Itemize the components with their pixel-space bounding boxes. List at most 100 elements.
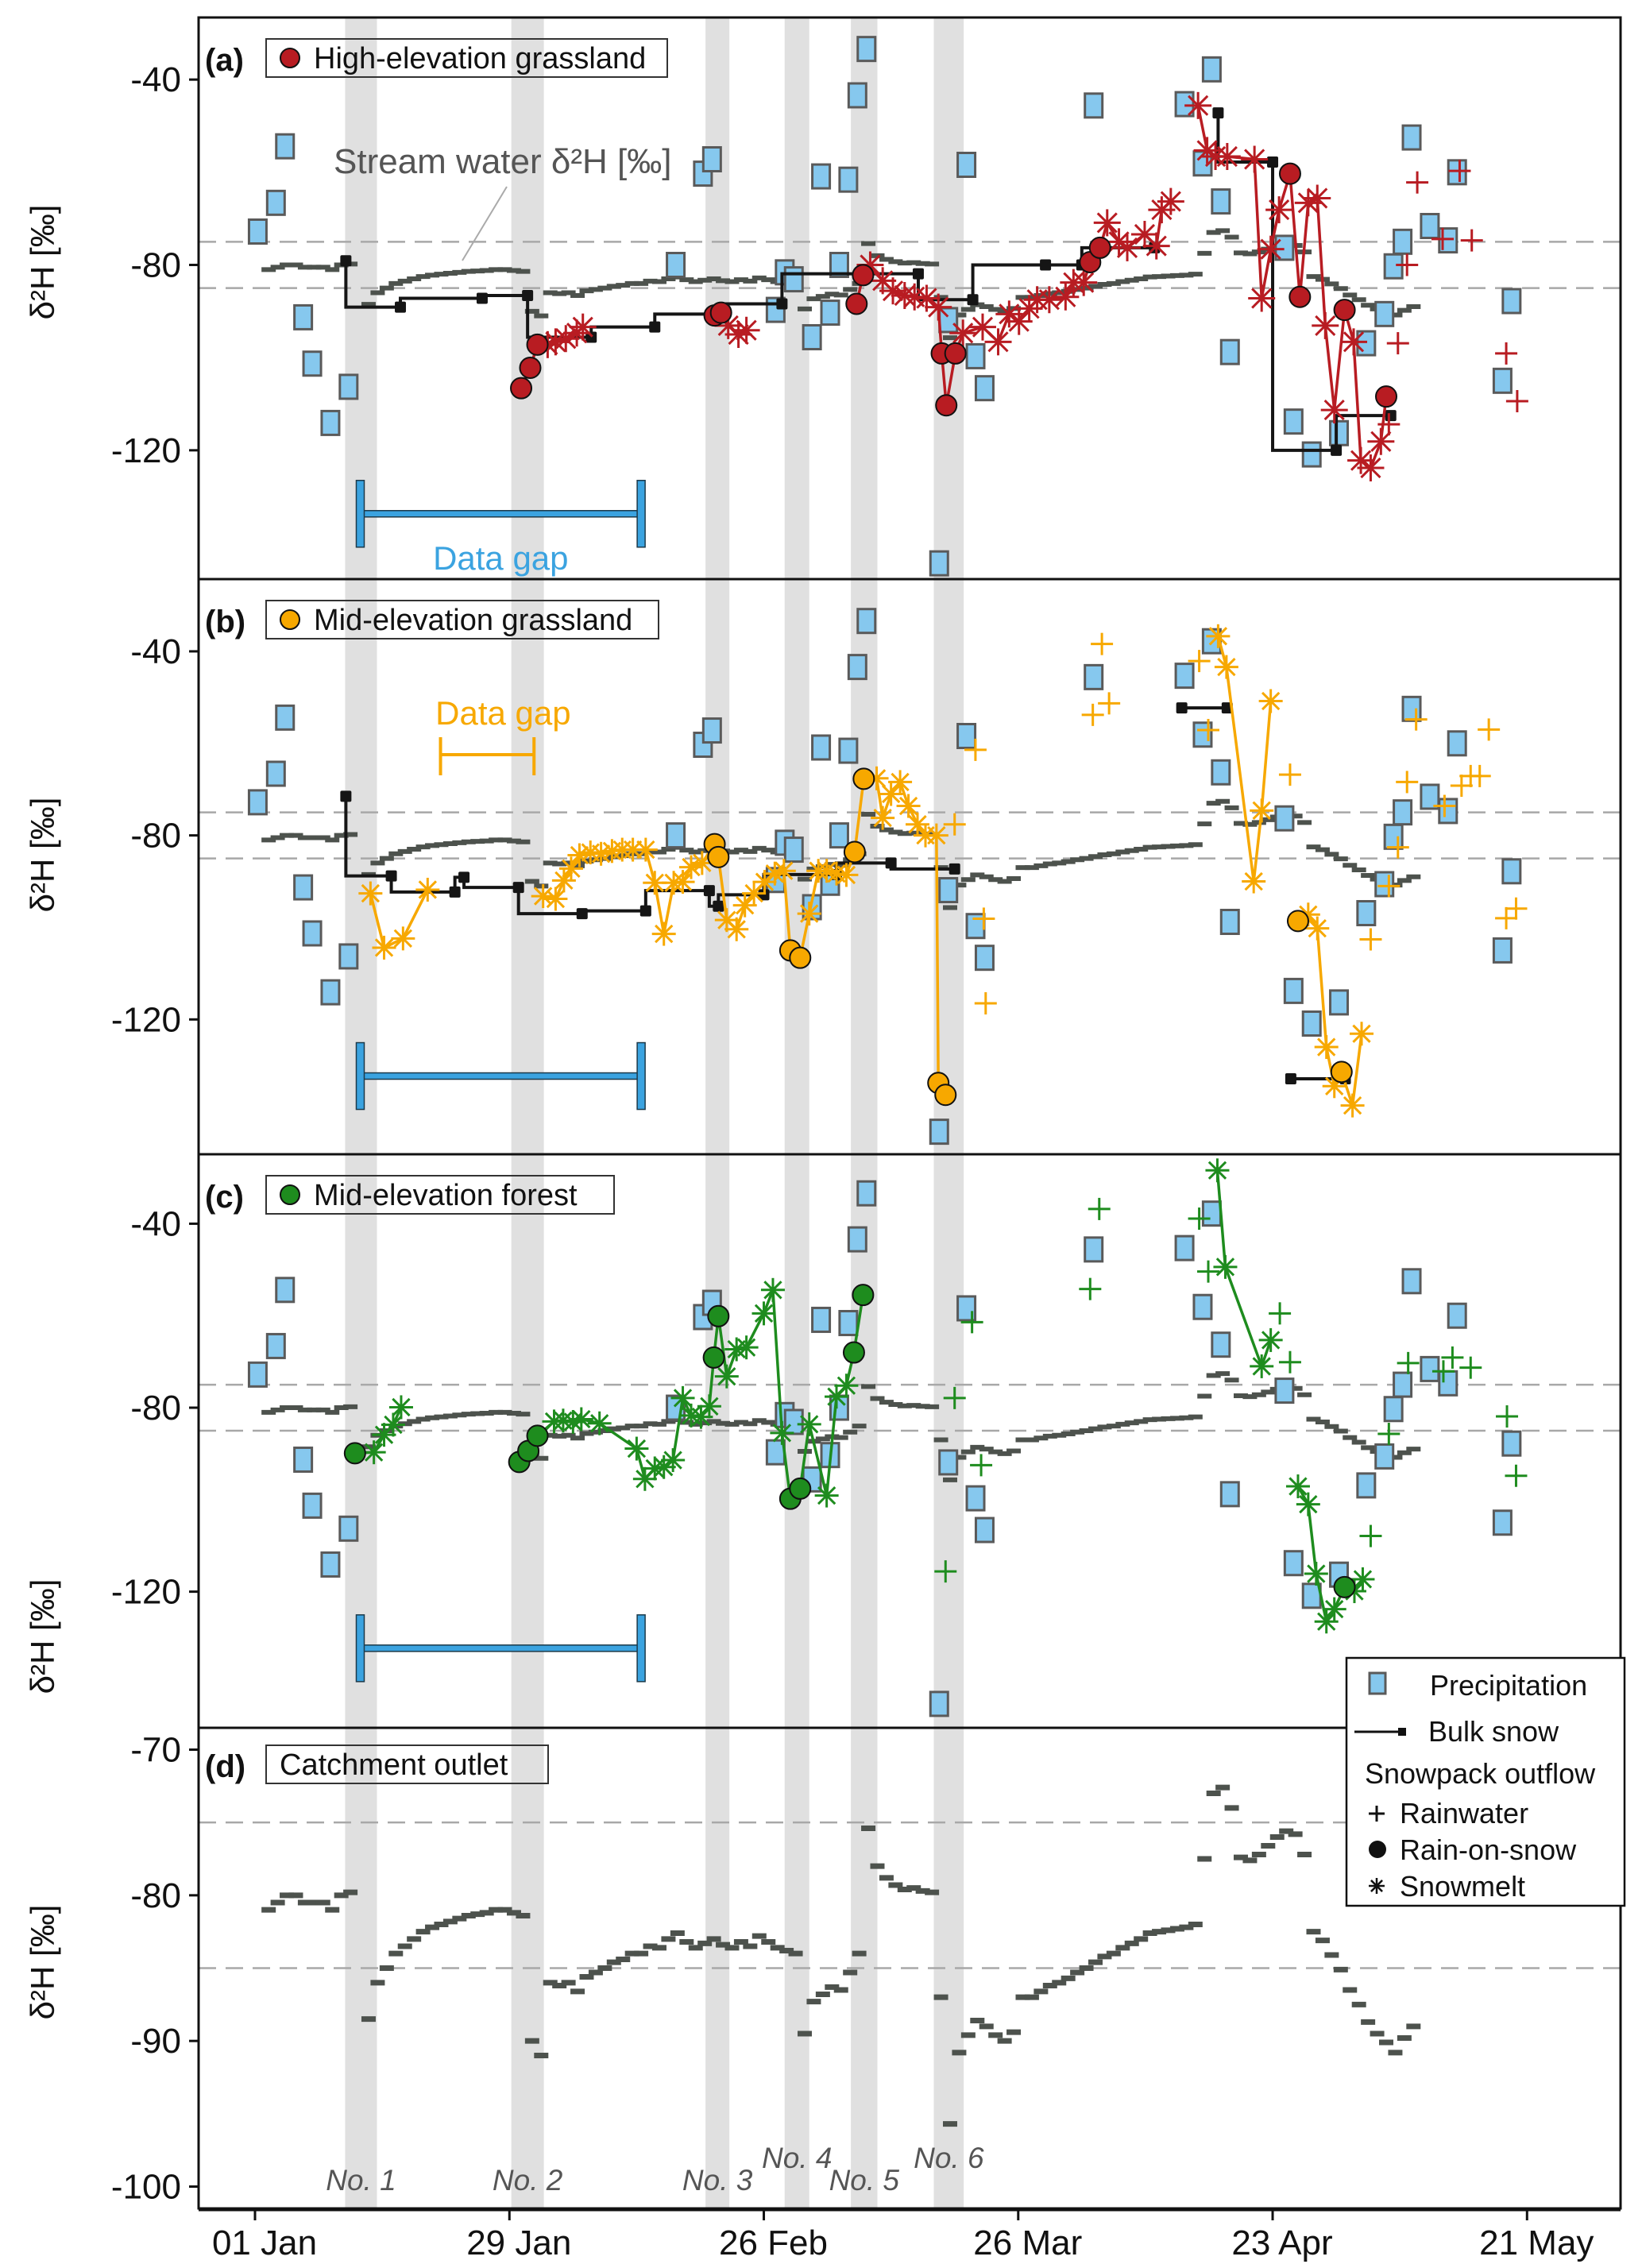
rain-on-snow-point [852,264,875,287]
legend-precipitation: Precipitation [1430,1669,1587,1702]
snowpack-outflow-series [358,624,1528,1118]
rain-on-snow-point [1333,1575,1356,1598]
site-marker-icon [280,1184,300,1205]
precipitation-point [302,350,323,377]
precipitation-point [847,1226,867,1253]
snowpack-outflow-series [510,91,1528,481]
snowmelt-point [372,935,396,960]
y-tick-label: -120 [111,431,181,470]
bulk-snow-point [576,908,588,920]
snowmelt-point [984,328,1012,356]
precipitation-point [929,1119,949,1146]
rainwater-point [943,813,966,836]
precipitation-point [1401,1268,1422,1295]
rainwater-point [1359,928,1382,951]
rainwater-point [1088,1197,1111,1220]
rainwater-point [1433,794,1456,817]
precipitation-point [1492,1509,1513,1536]
precipitation-point [974,375,995,402]
rain-on-snow-point [842,1341,865,1364]
precipitation-point [1329,419,1350,446]
data-gap-marker [355,1041,646,1111]
precipitation-point [1211,1331,1231,1358]
event-label-1: No. 1 [326,2164,396,2197]
precipitation-point [1420,783,1440,810]
rain-on-snow-point [1088,236,1111,259]
precipitation-point [1174,91,1195,118]
panel-site-legend: Mid-elevation forest [265,1175,615,1215]
snowmelt-point [1206,624,1231,648]
snowmelt-point [1257,235,1285,263]
rainwater-point [974,992,997,1015]
y-tick-label: -80 [130,1876,181,1915]
snowmelt-point [1265,196,1293,224]
snowmelt-point [633,837,658,862]
event-band-5 [851,17,878,2208]
snowmelt-point [879,277,907,305]
snowmelt-point [358,881,383,906]
snowmelt-point [732,316,760,344]
snowmelt-point [1213,143,1241,170]
bulk-snow-point [1385,410,1397,422]
y-tick-label: -120 [111,1573,181,1612]
rain-on-snow-point [789,946,812,969]
snowmelt-point [1258,1327,1283,1352]
stream-label-leader [462,186,508,261]
panel-label: (d) [205,1749,245,1784]
panel-site-legend: Mid-elevation grassland [265,600,659,639]
precipitation-point [820,299,840,326]
bulk-snow-point [649,321,661,333]
stream-water-label: Stream water δ²H [‰] [334,142,671,181]
y-tick-label: -80 [130,817,181,856]
rainwater-point [943,1386,966,1409]
rain-on-snow-point [1333,299,1356,322]
legend-outflow-heading: Snowpack outflow [1365,1757,1596,1790]
precipitation-point [1438,798,1458,825]
rainwater-point [1460,229,1483,252]
snowmelt-point [1350,1022,1374,1046]
precipitation-point [666,822,686,849]
precipitation-point [1174,663,1195,690]
snowmelt-point [1320,396,1348,424]
rainwater-point [1505,390,1528,412]
precipitation-point [1501,858,1522,885]
event-label-3: No. 3 [682,2164,753,2197]
precipitation-point [811,734,832,761]
precipitation-point [856,1180,877,1207]
rainwater-point [1098,692,1121,715]
rainwater-point [1188,1207,1211,1231]
rainwater-point [972,907,995,930]
snowmelt-point [1093,209,1121,237]
rainwater-point [1396,253,1419,276]
x-tick-label: 01 Jan [212,2224,317,2262]
snowmelt-point [361,1440,386,1465]
site-name: Catchment outlet [280,1748,508,1782]
rainwater-point [1386,836,1409,859]
precipitation-point [338,1515,359,1542]
rainwater-point [1505,1464,1528,1487]
precipitation-point [265,189,286,216]
precipitation-point [265,1332,286,1359]
snowmelt-point [391,926,415,951]
snowmelt-point [1205,1158,1230,1183]
snowmelt-point [388,1395,413,1420]
snowmelt-point [689,1404,713,1429]
precipitation-point [1084,1236,1104,1263]
outflow-line [369,889,429,950]
snowmelt-point [1248,284,1276,312]
event-band-4 [784,17,809,2208]
snowmelt-point [1114,234,1142,261]
precipitation-point [338,943,359,970]
site-name: High-elevation grassland [314,42,646,75]
rainwater-point [1495,906,1518,929]
precipitation-point [956,1295,977,1322]
rainwater-point [1377,1423,1401,1446]
rain-on-snow-point [707,1304,730,1327]
y-tick-label: -40 [130,1204,181,1243]
y-tick-label: -120 [111,1000,181,1039]
rain-on-snow-point [709,301,732,324]
legend-snowmelt: Snowmelt [1400,1870,1525,1903]
snowmelt-point [724,917,749,941]
bulk-snow-point [948,863,960,875]
bulk-snow-point [512,882,524,894]
